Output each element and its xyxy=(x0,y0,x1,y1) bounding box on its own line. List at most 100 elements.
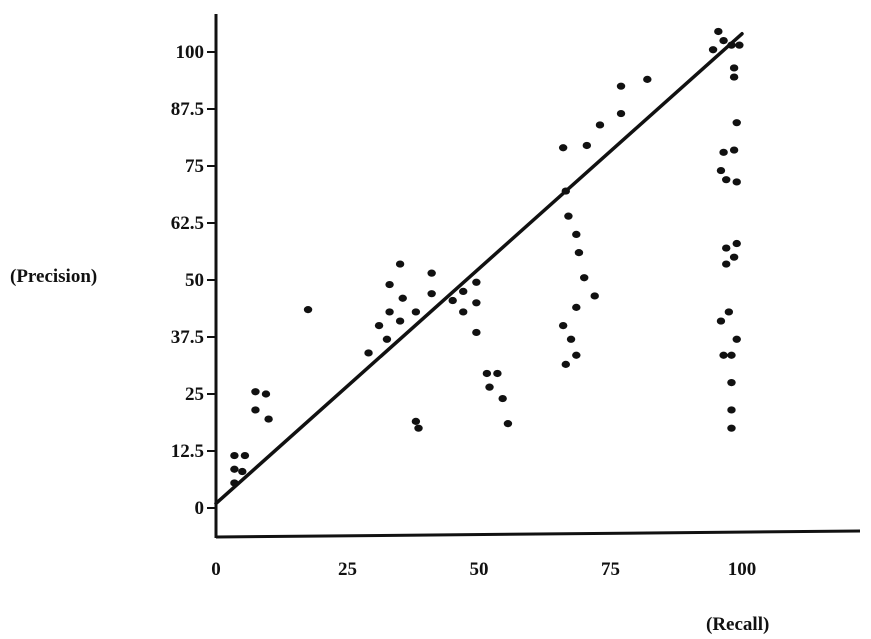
data-point xyxy=(716,317,726,325)
data-point xyxy=(729,146,739,154)
data-point xyxy=(729,253,739,261)
data-point xyxy=(382,335,392,343)
x-tick-label: 50 xyxy=(470,559,489,580)
data-point xyxy=(459,287,468,295)
x-tick-label: 100 xyxy=(728,559,757,580)
y-tick-label: 100 xyxy=(176,42,205,63)
x-tick-label: 0 xyxy=(211,559,221,580)
y-axis-title: (Precision) xyxy=(10,266,97,287)
data-point xyxy=(561,187,570,195)
data-point xyxy=(472,278,481,286)
data-point xyxy=(240,451,250,460)
data-point xyxy=(485,383,494,391)
data-point xyxy=(427,290,436,298)
data-point xyxy=(564,212,573,220)
data-point xyxy=(558,322,568,330)
data-point xyxy=(729,64,739,72)
y-tick-label: 0 xyxy=(195,498,205,519)
data-point xyxy=(566,335,576,343)
data-point xyxy=(727,351,736,359)
axes xyxy=(214,14,861,539)
data-point xyxy=(719,351,728,359)
data-point xyxy=(732,119,741,127)
data-point xyxy=(459,308,468,316)
trend-line xyxy=(214,32,744,506)
data-point xyxy=(238,467,247,476)
data-point xyxy=(595,121,605,129)
x-axis-title: (Recall) xyxy=(706,614,769,635)
data-point xyxy=(251,406,260,414)
data-point xyxy=(395,260,405,268)
data-point xyxy=(411,308,421,316)
data-point xyxy=(643,75,652,83)
data-point xyxy=(498,394,507,403)
data-point xyxy=(732,335,741,343)
data-point xyxy=(374,322,384,330)
y-tick-label: 50 xyxy=(185,270,204,291)
x-tick-label: 25 xyxy=(338,559,357,580)
data-point xyxy=(732,178,741,186)
data-point xyxy=(574,249,584,257)
data-point xyxy=(414,424,423,432)
x-axis-ticks: 0 25 50 75 100 xyxy=(211,559,756,580)
data-point xyxy=(722,176,731,184)
data-point xyxy=(448,296,457,305)
data-point xyxy=(472,299,481,307)
data-point xyxy=(427,269,436,277)
x-axis-line xyxy=(215,529,861,539)
data-point xyxy=(729,73,739,81)
data-point xyxy=(385,280,394,289)
data-point xyxy=(708,46,718,54)
data-point xyxy=(251,388,260,396)
data-point xyxy=(727,424,736,432)
data-point xyxy=(719,148,728,156)
data-point xyxy=(558,144,568,152)
data-points xyxy=(230,27,744,487)
data-point xyxy=(230,465,239,473)
data-point xyxy=(735,41,744,49)
data-point xyxy=(230,451,239,460)
data-point xyxy=(398,294,407,302)
y-tick-label: 75 xyxy=(185,156,204,177)
y-axis-ticks: 0 12.5 25 37.5 50 62.5 75 87.5 100 xyxy=(171,42,216,519)
data-point xyxy=(503,420,513,428)
x-tick-label: 75 xyxy=(601,559,620,580)
data-point xyxy=(572,303,581,311)
data-point xyxy=(395,317,405,325)
data-point xyxy=(616,82,626,90)
data-point xyxy=(572,351,581,359)
data-point xyxy=(493,369,502,378)
data-point xyxy=(472,328,481,337)
y-tick-label: 62.5 xyxy=(171,213,204,234)
data-point xyxy=(727,406,736,414)
data-point xyxy=(722,244,731,252)
data-point xyxy=(732,239,741,248)
data-point xyxy=(719,37,728,45)
y-tick-label: 25 xyxy=(185,384,204,405)
data-point xyxy=(411,417,421,425)
data-point xyxy=(590,292,599,300)
data-point xyxy=(724,308,734,316)
data-point xyxy=(727,379,736,387)
data-point xyxy=(385,308,394,316)
data-point xyxy=(303,306,313,314)
y-tick-label: 12.5 xyxy=(171,441,204,462)
y-tick-label: 37.5 xyxy=(171,327,204,348)
data-point xyxy=(716,166,726,175)
data-point xyxy=(230,479,239,487)
data-point xyxy=(714,27,723,36)
data-point xyxy=(482,369,492,378)
data-point xyxy=(616,109,626,118)
data-point xyxy=(727,41,736,49)
y-tick-label: 87.5 xyxy=(171,99,204,120)
trend-line-group xyxy=(214,32,744,506)
data-point xyxy=(582,141,592,150)
data-point xyxy=(561,360,570,368)
data-point xyxy=(364,349,373,357)
data-point xyxy=(261,390,271,398)
data-point xyxy=(572,230,581,238)
data-point xyxy=(722,260,731,268)
data-point xyxy=(580,274,589,282)
data-point xyxy=(264,415,273,423)
